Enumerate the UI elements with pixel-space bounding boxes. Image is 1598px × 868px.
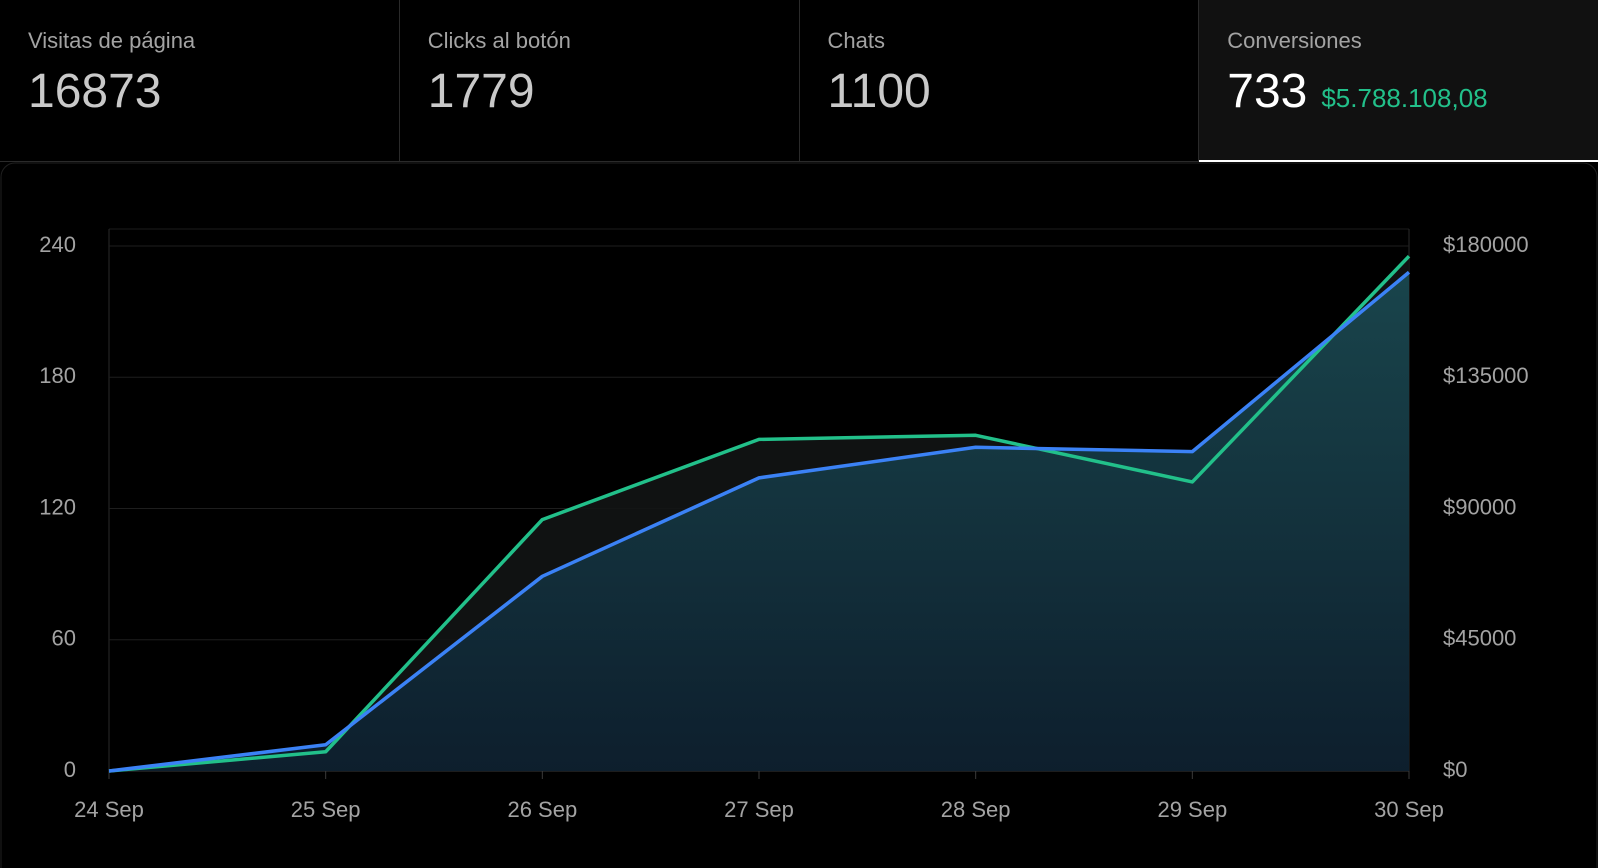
chart: 0 60 120 180 240 $0 $45000 $90000 $135000 $180000… (0, 162, 1598, 868)
y2-tick-label: $90000 (1443, 494, 1516, 519)
y-tick-label: 180 (39, 363, 76, 388)
x-tick-label: 30 Sep (1374, 797, 1444, 822)
stat-value: 733 $5.788.108,08 (1227, 64, 1598, 119)
x-tick-label: 24 Sep (74, 797, 144, 822)
x-tick-label: 29 Sep (1157, 797, 1227, 822)
area (109, 272, 1409, 771)
stat-label: Visitas de página (28, 28, 196, 53)
x-tick-label: 25 Sep (291, 797, 361, 822)
x-tick-label: 26 Sep (507, 797, 577, 822)
stat-cards: Visitas de página 16873 Clicks al botón 17… (0, 0, 1598, 162)
y2-tick-label: $180000 (1443, 232, 1529, 257)
stat-card[interactable]: Visitas de página 16873 (0, 0, 400, 162)
stat-card[interactable]: Clicks al botón 1779 (399, 0, 800, 162)
chart-frame (0, 162, 1598, 868)
y-tick-label: 0 (64, 757, 76, 782)
stat-card[interactable]: Chats 1100 (799, 0, 1200, 162)
y2-tick-label: $45000 (1443, 626, 1516, 651)
stat-revenue: $5.788.108,08 (1321, 83, 1488, 113)
y-tick-label: 60 (52, 626, 76, 651)
x-tick-label: 27 Sep (724, 797, 794, 822)
series-line (108, 254, 1411, 773)
stat-value: 1779 (427, 65, 535, 118)
y-tick-label: 120 (39, 494, 76, 519)
stat-label: Chats (827, 28, 885, 53)
stat-label: Conversiones (1227, 28, 1362, 53)
y2-tick-label: $0 (1443, 757, 1467, 782)
stat-value: 16873 (28, 65, 162, 118)
y2-tick-label: $135000 (1443, 363, 1529, 388)
stat-value: 1100 (827, 65, 931, 118)
stat-number: 733 (1227, 65, 1308, 118)
y-tick-label: 240 (39, 232, 76, 257)
series-line (108, 270, 1411, 773)
x-tick-label: 28 Sep (941, 797, 1011, 822)
stat-card[interactable]: Conversiones 733 $5.788.108,08 (1199, 0, 1598, 162)
stat-label: Clicks al botón (427, 28, 571, 53)
y2-labels: $0 $45000 $90000 $135000 $180000 (1443, 232, 1529, 782)
